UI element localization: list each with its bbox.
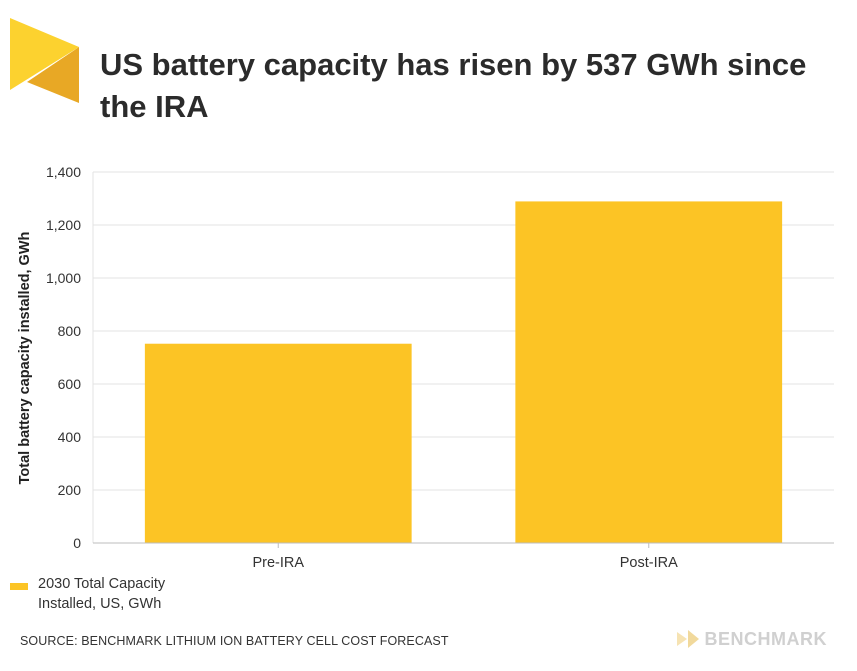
- y-axis-label: Total battery capacity installed, GWh: [17, 232, 33, 485]
- brand-watermark: BENCHMARK: [675, 628, 828, 650]
- source-note: SOURCE: BENCHMARK LITHIUM ION BATTERY CE…: [20, 634, 449, 648]
- bars: [144, 201, 783, 544]
- brand-name: BENCHMARK: [704, 628, 827, 649]
- y-tick-label: 1,400: [46, 164, 81, 180]
- y-tick-label: 600: [58, 376, 82, 392]
- y-tick-label: 1,000: [46, 270, 81, 286]
- axes: 0 200 400 600 800 1,000 1,200 1,400 Pre-IRA Post-…: [46, 164, 834, 571]
- x-tick-label: Pre-IRA: [252, 555, 304, 571]
- legend-label: 2030 Total Capacity Installed, US, GWh: [38, 576, 166, 612]
- y-tick-label: 800: [58, 323, 82, 339]
- x-tick-label: Post-IRA: [620, 555, 678, 571]
- benchmark-mark-icon: [676, 630, 699, 648]
- y-tick-label: 200: [58, 482, 82, 498]
- bar-pre-ira: [144, 343, 412, 543]
- benchmark-logo-icon: [10, 18, 79, 103]
- y-tick-label: 1,200: [46, 217, 81, 233]
- legend: 2030 Total Capacity Installed, US, GWh: [10, 574, 208, 614]
- y-tick-label: 0: [73, 535, 81, 551]
- y-tick-label: 400: [58, 429, 82, 445]
- bar-post-ira: [515, 201, 783, 544]
- legend-swatch: [10, 583, 28, 590]
- page-title: US battery capacity has risen by 537 GWh…: [100, 47, 807, 124]
